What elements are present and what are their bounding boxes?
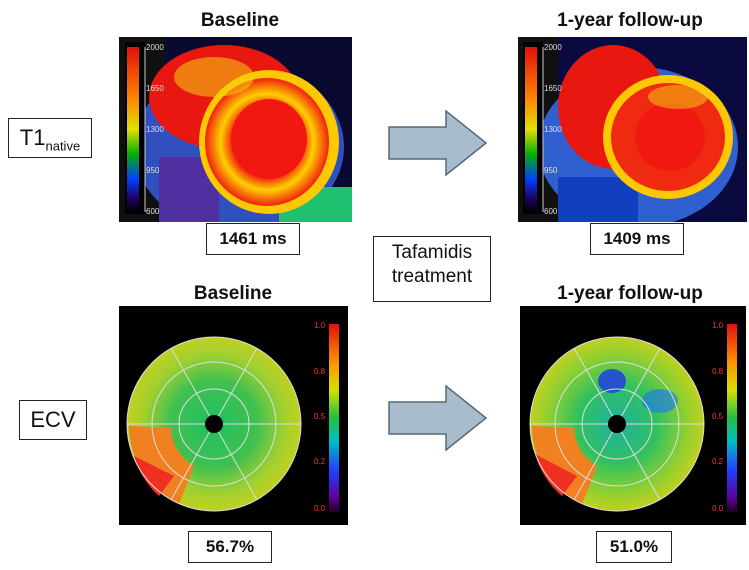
t1-followup-title: 1-year follow-up [557,10,703,31]
ecv-scale-tick: 0.0 [712,504,724,513]
ecv-scale-tick: 0.0 [314,504,326,513]
t1-scale-tick: 1650 [544,84,562,93]
ecv-scale-tick: 0.2 [314,457,326,466]
t1-scale-tick: 1650 [146,84,164,93]
t1-baseline-title: Baseline [200,10,280,31]
t1-scale-tick: 2000 [544,43,562,52]
ecv-scale-tick: 1.0 [314,321,326,330]
t1-scale-tick: 950 [544,166,558,175]
ecv-scale-tick: 0.5 [314,412,326,421]
ecv-baseline-title: Baseline [193,283,273,304]
arrow-right-icon [388,110,488,176]
t1-scale-tick: 600 [544,207,558,216]
ecv-baseline-value: 56.7% [188,531,272,563]
treatment-label: Tafamidis treatment [373,236,491,302]
ecv-baseline-bullseye-image: 1.0 0.8 0.5 0.2 0.0 [119,306,348,525]
ecv-followup-value: 51.0% [596,531,672,563]
t1-followup-map-image: 2000 1650 1300 950 600 [518,37,747,222]
t1-followup-value: 1409 ms [590,223,684,255]
ecv-label: ECV [30,407,76,432]
row-label-t1native: T1native [8,118,92,158]
ecv-scale-tick: 0.8 [314,367,326,376]
arrow-right-icon [388,385,488,451]
t1-label-main: T1 [19,125,46,150]
ecv-followup-title: 1-year follow-up [557,283,703,304]
t1-scale-tick: 1300 [146,125,164,134]
t1-baseline-map-image: 2000 1650 1300 950 600 [119,37,352,222]
t1-scale-tick: 2000 [146,43,164,52]
treatment-line1: Tafamidis [391,242,473,263]
ecv-scale-tick: 0.8 [712,367,724,376]
t1-scale-tick: 1300 [544,125,562,134]
treatment-line2: treatment [391,266,473,287]
t1-scale-tick: 950 [146,166,160,175]
ecv-followup-bullseye-image: 1.0 0.8 0.5 0.2 0.0 [520,306,746,525]
ecv-scale-tick: 1.0 [712,321,724,330]
t1-label-sub: native [45,138,81,154]
t1-scale-tick: 600 [146,207,160,216]
ecv-scale-tick: 0.2 [712,457,724,466]
row-label-ecv: ECV [19,400,87,440]
ecv-scale-tick: 0.5 [712,412,724,421]
t1-baseline-value: 1461 ms [206,223,300,255]
